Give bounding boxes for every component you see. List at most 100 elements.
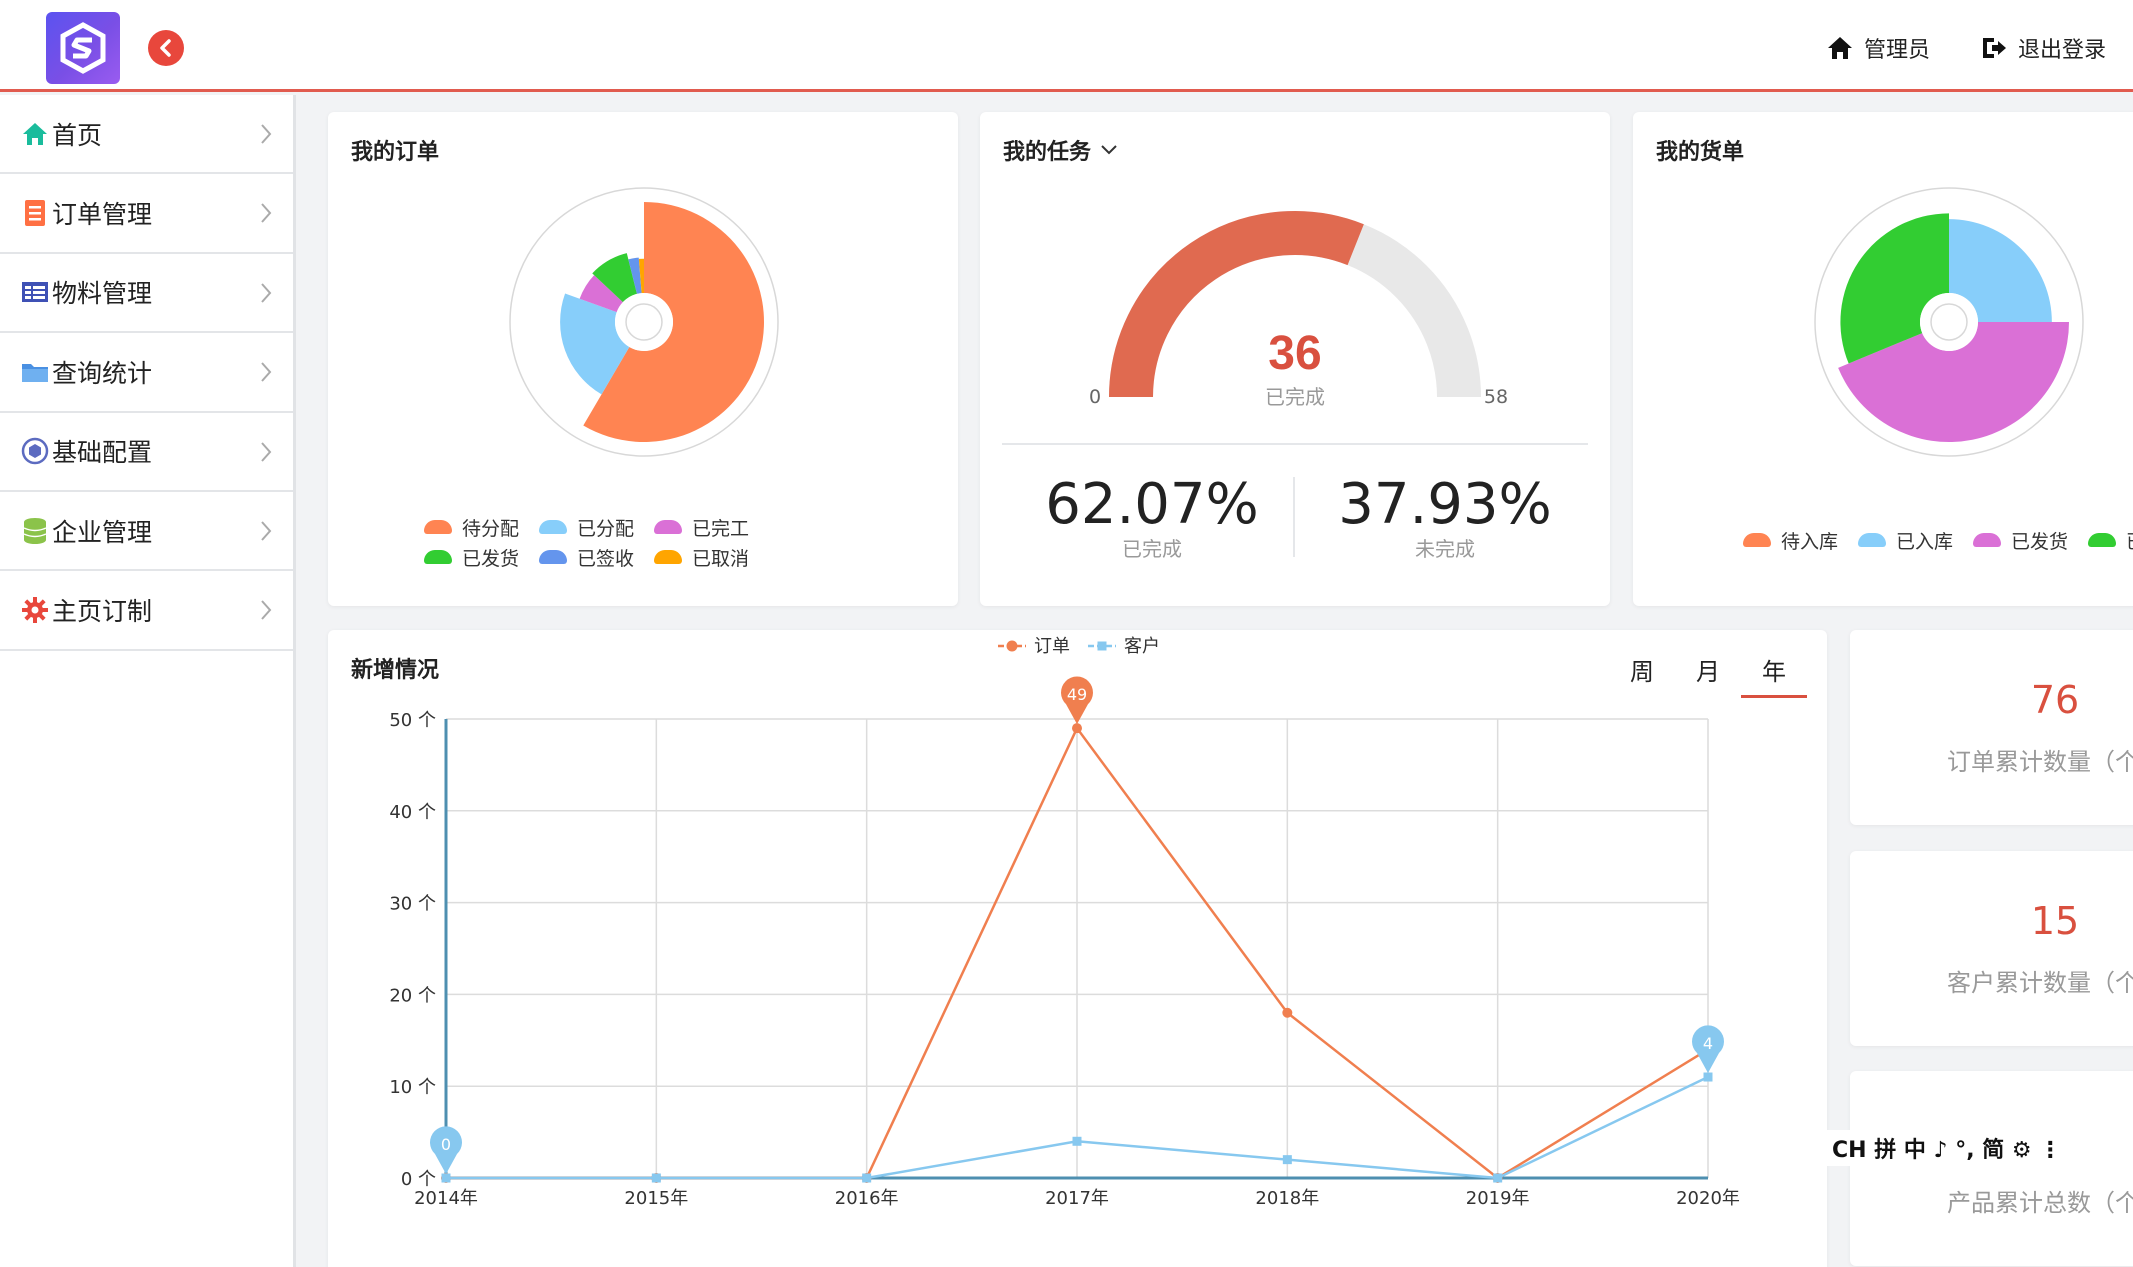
legend-swatch bbox=[539, 550, 568, 564]
stat-value: 76 bbox=[2030, 678, 2080, 722]
x-tick-label: 2014年 bbox=[414, 1188, 478, 1209]
completed-percent: 62.07% bbox=[1045, 472, 1259, 537]
sidebar-item-label: 订单管理 bbox=[52, 200, 153, 230]
legend-item[interactable]: 已签 bbox=[2088, 525, 2133, 555]
legend-label: 已发货 bbox=[462, 547, 520, 570]
uncompleted-label: 未完成 bbox=[1415, 537, 1475, 561]
sidebar-item-label: 物料管理 bbox=[52, 279, 153, 309]
markpoint-label: 0 bbox=[441, 1135, 451, 1154]
logout-icon bbox=[1983, 38, 2006, 58]
folder-icon bbox=[20, 357, 50, 387]
gauge-caption: 已完成 bbox=[1265, 385, 1325, 409]
legend-item[interactable]: 待分配 bbox=[424, 512, 519, 542]
new-additions-line-chart: 0 个 10 个 20 个 30 个 40 个 50 个 2014年 2015年 2016年 20… bbox=[389, 636, 1740, 1209]
my-tasks-card: 我的任务 36 已完成 0 58 62.07% 已完成 37.93% 未完成 bbox=[980, 112, 1610, 606]
y-tick-label: 40 个 bbox=[389, 802, 436, 823]
divider bbox=[1002, 443, 1588, 445]
chevron-right-icon bbox=[261, 283, 272, 303]
my-goods-card: 我的货单 待入库 已入库 已发货 已签 bbox=[1633, 112, 2133, 606]
legend-label: 已签 bbox=[2126, 527, 2133, 554]
legend-label: 待入库 bbox=[1781, 530, 1839, 553]
y-tick-label: 20 个 bbox=[389, 985, 436, 1006]
legend-item[interactable]: 待入库 bbox=[1743, 525, 1838, 555]
stat-label: 订单累计数量（个 bbox=[1947, 748, 2133, 776]
legend-item[interactable]: 已取消 bbox=[654, 542, 749, 572]
card-title: 我的任务 bbox=[1003, 140, 1092, 165]
legend-item[interactable]: 已入库 bbox=[1858, 525, 1953, 555]
orders-rose-chart bbox=[509, 187, 779, 457]
sidebar-item-basic-config[interactable]: 基础配置 bbox=[0, 413, 293, 492]
collapse-sidebar-button[interactable] bbox=[148, 30, 184, 66]
pie-hole bbox=[615, 293, 673, 351]
x-tick-label: 2015年 bbox=[624, 1188, 688, 1209]
tab-month[interactable]: 月 bbox=[1696, 658, 1720, 686]
home-icon bbox=[20, 119, 50, 149]
tasks-title-dropdown[interactable]: 我的任务 bbox=[1003, 134, 1119, 166]
stat-label: 客户累计数量（个 bbox=[1947, 969, 2133, 997]
legend-marker bbox=[1006, 640, 1018, 652]
sidebar-item-homepage-custom[interactable]: 主页订制 bbox=[0, 571, 293, 651]
sidebar-item-label: 查询统计 bbox=[52, 358, 153, 388]
tab-year[interactable]: 年 bbox=[1741, 652, 1807, 698]
new-additions-card: 新增情况 周 月 年 0 个 10 个 20 个 30 个 40 个 50 个 2014年 2… bbox=[328, 630, 1827, 1267]
pie-hole-ring bbox=[625, 303, 663, 341]
legend-label: 已取消 bbox=[692, 547, 750, 570]
pie-slice bbox=[1949, 219, 2052, 322]
x-tick-label: 2016年 bbox=[835, 1188, 899, 1209]
legend-swatch bbox=[424, 520, 452, 534]
sidebar-item-enterprise[interactable]: 企业管理 bbox=[0, 492, 293, 572]
legend-swatch bbox=[1743, 533, 1771, 547]
ime-toolbar-text: CH 拼 中 ♪ °, 简 ⚙ ⋮ bbox=[1832, 1138, 2062, 1163]
legend-item[interactable]: 已完工 bbox=[654, 512, 749, 542]
sidebar-item-home[interactable]: 首页 bbox=[0, 95, 293, 175]
ime-toolbar[interactable]: CH 拼 中 ♪ °, 简 ⚙ ⋮ bbox=[1820, 1130, 2070, 1166]
legend-item[interactable]: 已签收 bbox=[539, 542, 634, 572]
y-tick-label: 10 个 bbox=[389, 1077, 436, 1098]
legend-item[interactable]: 已发货 bbox=[424, 542, 519, 572]
legend-label: 已分配 bbox=[577, 517, 635, 540]
data-point bbox=[1072, 1136, 1082, 1146]
stat-card-customers: 15 客户累计数量（个 bbox=[1850, 851, 2133, 1046]
uncompleted-stat: 37.93% 未完成 bbox=[1295, 472, 1595, 562]
tasks-gauge-chart: 36 已完成 0 58 bbox=[1089, 211, 1508, 409]
legend-swatch bbox=[2088, 533, 2117, 547]
sidebar-item-label: 企业管理 bbox=[52, 517, 153, 547]
my-orders-card: 我的订单 待分配 已分配 已完工 已发货 已签收 已取消 bbox=[328, 112, 958, 606]
x-tick-label: 2018年 bbox=[1255, 1188, 1319, 1209]
legend-label: 已签收 bbox=[577, 547, 635, 570]
stat-card-orders: 76 订单累计数量（个 bbox=[1850, 630, 2133, 825]
data-point bbox=[862, 1173, 872, 1183]
gauge-arc bbox=[1109, 211, 1364, 398]
legend-label: 已完工 bbox=[692, 517, 750, 540]
chevron-down-icon bbox=[1101, 145, 1117, 155]
sidebar-item-orders[interactable]: 订单管理 bbox=[0, 174, 293, 254]
pie-slice bbox=[628, 257, 642, 294]
sidebar-item-materials[interactable]: 物料管理 bbox=[0, 254, 293, 334]
legend-label: 待分配 bbox=[462, 517, 520, 540]
stat-card-products: 产品累计总数（个 bbox=[1850, 1071, 2133, 1266]
y-tick-label: 30 个 bbox=[389, 894, 436, 915]
chevron-right-icon bbox=[261, 600, 272, 621]
admin-link[interactable]: 管理员 bbox=[1826, 30, 1930, 66]
x-tick-label: 2019年 bbox=[1466, 1188, 1530, 1209]
data-point bbox=[1493, 1173, 1503, 1183]
data-point bbox=[441, 1173, 451, 1183]
sidebar-item-query-stats[interactable]: 查询统计 bbox=[0, 333, 293, 413]
logout-label: 退出登录 bbox=[2018, 38, 2107, 63]
chevron-right-icon bbox=[261, 362, 272, 382]
goods-rose-chart bbox=[1814, 187, 2084, 457]
period-tabs: 周 月 年 bbox=[1609, 652, 1807, 698]
app-logo[interactable] bbox=[46, 12, 120, 84]
card-title: 新增情况 bbox=[351, 658, 440, 683]
order-list-icon bbox=[20, 198, 50, 228]
logout-button[interactable]: 退出登录 bbox=[1980, 30, 2106, 66]
completed-stat: 62.07% 已完成 bbox=[1002, 472, 1302, 562]
legend-item[interactable]: 已发货 bbox=[1973, 525, 2068, 555]
pie-slice bbox=[638, 258, 644, 294]
top-header: 管理员 退出登录 bbox=[0, 0, 2133, 92]
legend-item[interactable]: 已分配 bbox=[539, 512, 634, 542]
tab-week[interactable]: 周 bbox=[1630, 658, 1654, 686]
pie-hole-ring bbox=[1930, 303, 1968, 341]
orders-legend: 待分配 已分配 已完工已发货 已签收 已取消 bbox=[424, 512, 884, 572]
legend-swatch bbox=[424, 550, 452, 564]
